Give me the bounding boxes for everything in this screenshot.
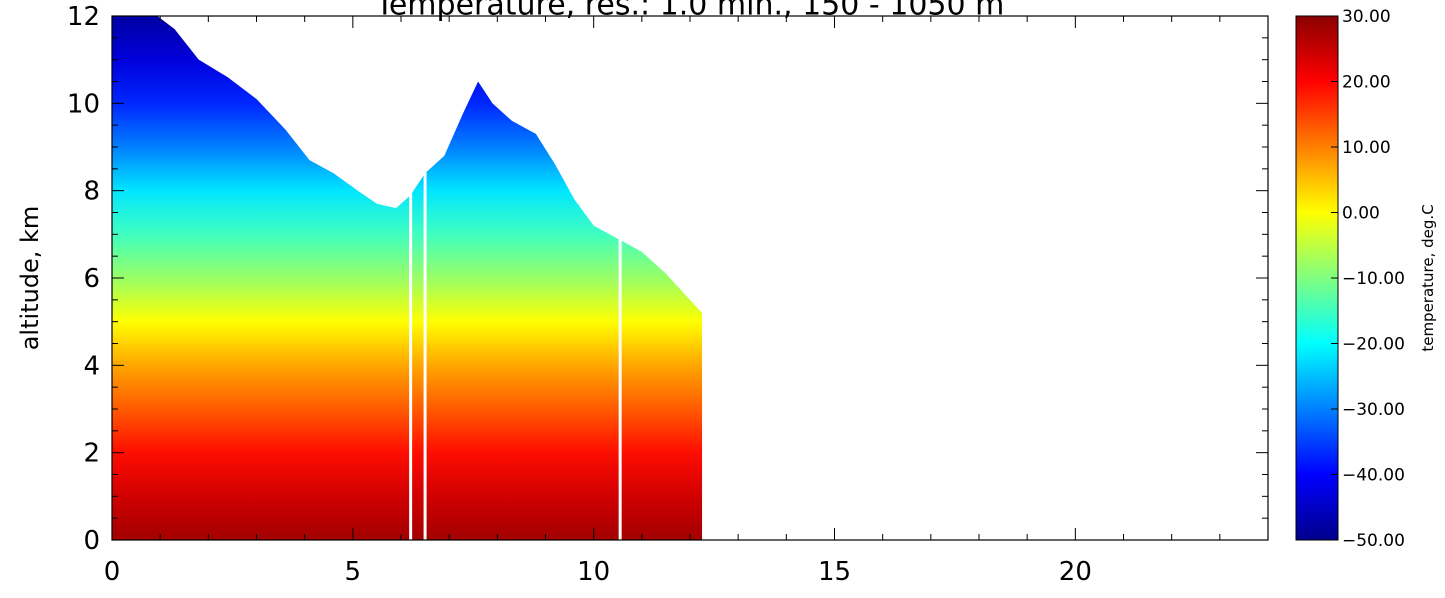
data-gap	[423, 16, 427, 540]
x-tick-label: 20	[1059, 557, 1092, 587]
y-tick-label: 0	[83, 526, 100, 556]
colorbar-tick-label: −30.00	[1342, 400, 1405, 420]
colorbar-tick-label: 20.00	[1342, 73, 1391, 93]
colorbar-title: temperature, deg.C	[1419, 204, 1437, 351]
data-gap	[618, 16, 622, 540]
colorbar-tick-label: −50.00	[1342, 531, 1405, 551]
y-tick-label: 4	[83, 351, 100, 381]
colorbar-tick-label: −20.00	[1342, 335, 1405, 355]
colorbar-tick-label: −10.00	[1342, 269, 1405, 289]
y-tick-label: 12	[67, 2, 100, 32]
data-gap	[409, 16, 413, 540]
y-axis-title: altitude, km	[16, 206, 44, 351]
colorbar-tick-label: 0.00	[1342, 204, 1380, 224]
x-tick-label: 15	[818, 557, 851, 587]
x-tick-label: 10	[577, 557, 610, 587]
chart-title: Temperature, res.: 1.0 min., 150 - 1050 …	[375, 0, 1005, 23]
x-tick-label: 5	[345, 557, 362, 587]
colorbar-tick-label: 30.00	[1342, 7, 1391, 27]
y-tick-label: 8	[83, 177, 100, 207]
y-tick-label: 6	[83, 264, 100, 294]
colorbar-tick-label: 10.00	[1342, 138, 1391, 158]
y-tick-label: 2	[83, 439, 100, 469]
temperature-field	[112, 16, 703, 540]
x-tick-label: 0	[104, 557, 121, 587]
y-tick-label: 10	[67, 89, 100, 119]
colorbar-tick-label: −40.00	[1342, 466, 1405, 486]
